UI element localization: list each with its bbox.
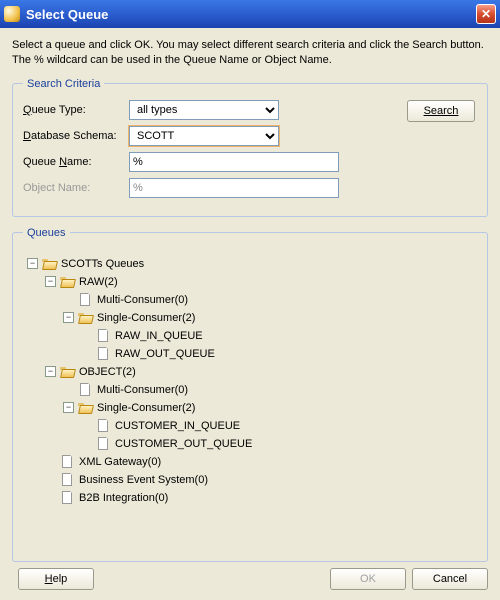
file-icon xyxy=(78,383,93,396)
cancel-button[interactable]: Cancel xyxy=(412,568,488,590)
tree-raw-multi-label: Multi-Consumer(0) xyxy=(97,294,188,306)
file-icon xyxy=(96,347,111,360)
ok-button: OK xyxy=(330,568,406,590)
instructions-text: Select a queue and click OK. You may sel… xyxy=(12,38,488,68)
collapse-icon[interactable]: − xyxy=(45,366,56,377)
file-icon xyxy=(96,437,111,450)
folder-open-icon xyxy=(60,365,75,378)
tree-cust-out-label: CUSTOMER_OUT_QUEUE xyxy=(115,438,252,450)
tree-bes-label: Business Event System(0) xyxy=(79,474,208,486)
tree-xml-label: XML Gateway(0) xyxy=(79,456,161,468)
queues-legend: Queues xyxy=(23,227,70,239)
file-icon xyxy=(60,473,75,486)
tree-obj-multi[interactable]: Multi-Consumer(0) xyxy=(63,381,473,399)
tree-cust-in-label: CUSTOMER_IN_QUEUE xyxy=(115,420,240,432)
titlebar: Select Queue ✕ xyxy=(0,0,500,28)
tree-b2b[interactable]: B2B Integration(0) xyxy=(45,489,473,507)
tree-b2b-label: B2B Integration(0) xyxy=(79,492,168,504)
tree-raw-out[interactable]: RAW_OUT_QUEUE xyxy=(81,345,473,363)
collapse-icon[interactable]: − xyxy=(63,402,74,413)
file-icon xyxy=(96,419,111,432)
tree-root[interactable]: − SCOTTs Queues xyxy=(27,255,473,273)
close-button[interactable]: ✕ xyxy=(476,4,496,24)
help-button[interactable]: Help xyxy=(18,568,94,590)
button-bar: Help OK Cancel xyxy=(12,568,488,590)
queues-tree[interactable]: − SCOTTs Queues − RAW(2) xyxy=(23,249,477,549)
tree-object[interactable]: − OBJECT(2) xyxy=(45,363,473,381)
tree-root-label: SCOTTs Queues xyxy=(61,258,144,270)
ok-button-label: OK xyxy=(360,573,376,585)
tree-obj-single[interactable]: − Single-Consumer(2) xyxy=(63,399,473,417)
tree-bes[interactable]: Business Event System(0) xyxy=(45,471,473,489)
tree-raw-in-label: RAW_IN_QUEUE xyxy=(115,330,203,342)
tree-obj-single-label: Single-Consumer(2) xyxy=(97,402,195,414)
collapse-icon[interactable]: − xyxy=(45,276,56,287)
tree-raw-label: RAW(2) xyxy=(79,276,118,288)
dialog-body: Select a queue and click OK. You may sel… xyxy=(0,28,500,580)
folder-open-icon xyxy=(78,311,93,324)
queues-group: Queues − SCOTTs Queues − RAW(2) xyxy=(12,227,488,562)
tree-raw-single-label: Single-Consumer(2) xyxy=(97,312,195,324)
tree-cust-in[interactable]: CUSTOMER_IN_QUEUE xyxy=(81,417,473,435)
app-icon xyxy=(4,6,20,22)
tree-raw-single[interactable]: − Single-Consumer(2) xyxy=(63,309,473,327)
object-name-input xyxy=(129,178,339,198)
folder-open-icon xyxy=(78,401,93,414)
file-icon xyxy=(78,293,93,306)
tree-xml[interactable]: XML Gateway(0) xyxy=(45,453,473,471)
queue-type-label: Queue Type: xyxy=(23,104,129,116)
cancel-button-label: Cancel xyxy=(433,573,467,585)
queue-type-select[interactable]: all types xyxy=(129,100,279,120)
tree-object-label: OBJECT(2) xyxy=(79,366,136,378)
search-criteria-group: Search Criteria Search Queue Type: all t… xyxy=(12,78,488,217)
search-criteria-legend: Search Criteria xyxy=(23,78,104,90)
file-icon xyxy=(96,329,111,342)
tree-cust-out[interactable]: CUSTOMER_OUT_QUEUE xyxy=(81,435,473,453)
collapse-icon[interactable]: − xyxy=(63,312,74,323)
queue-name-label: Queue Name: xyxy=(23,156,129,168)
file-icon xyxy=(60,491,75,504)
collapse-icon[interactable]: − xyxy=(27,258,38,269)
db-schema-label: Database Schema: xyxy=(23,130,129,142)
queue-name-input[interactable] xyxy=(129,152,339,172)
window-title: Select Queue xyxy=(26,7,476,22)
search-button[interactable]: Search xyxy=(407,100,475,122)
search-button-label: Search xyxy=(424,105,459,117)
folder-open-icon xyxy=(60,275,75,288)
db-schema-select[interactable]: SCOTT xyxy=(129,126,279,146)
tree-obj-multi-label: Multi-Consumer(0) xyxy=(97,384,188,396)
tree-raw-out-label: RAW_OUT_QUEUE xyxy=(115,348,215,360)
file-icon xyxy=(60,455,75,468)
tree-raw-in[interactable]: RAW_IN_QUEUE xyxy=(81,327,473,345)
object-name-label: Object Name: xyxy=(23,182,129,194)
tree-raw[interactable]: − RAW(2) xyxy=(45,273,473,291)
help-button-label: Help xyxy=(45,573,68,585)
tree-raw-multi[interactable]: Multi-Consumer(0) xyxy=(63,291,473,309)
folder-open-icon xyxy=(42,257,57,270)
